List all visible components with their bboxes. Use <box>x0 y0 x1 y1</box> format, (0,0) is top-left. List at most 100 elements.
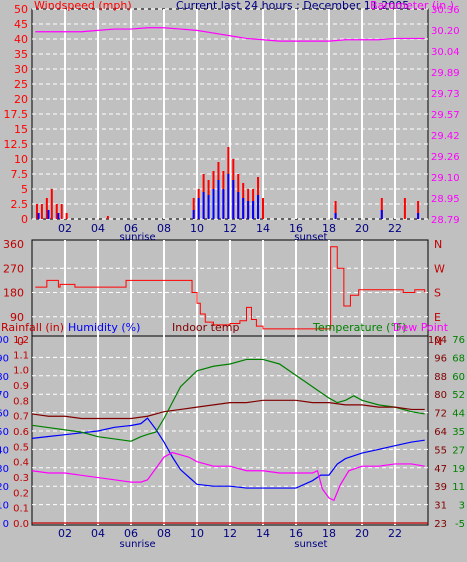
temperature-tick-label: 19 <box>452 464 465 475</box>
rainfall-tick-label: 0.0 <box>13 519 29 530</box>
rainfall-tick-label: 0.1 <box>13 504 29 515</box>
windspeed-tick-label: 17.5 <box>4 108 29 121</box>
hour-tick-label: 14 <box>256 222 270 235</box>
barometer-tick-label: 29.73 <box>431 89 460 100</box>
temperature-tick-label: 27 <box>452 445 465 456</box>
barometer-tick-label: 29.42 <box>431 131 460 142</box>
windspeed-tick-label: 7.5 <box>11 168 29 181</box>
indoor-temp-tick-label: 31 <box>434 501 447 512</box>
barometer-tick-label: 30.36 <box>431 5 460 16</box>
humidity-tick-label: 70 <box>0 390 9 401</box>
temperature-tick-label: 76 <box>452 335 465 346</box>
hour-tick-label: 12 <box>223 527 237 540</box>
windspeed-tick-label: 10 <box>14 153 28 166</box>
windspeed-tick-label: 30 <box>14 63 28 76</box>
dewpoint-axis-title: Dew Point <box>393 321 449 334</box>
wind-direction-line <box>35 246 426 330</box>
windspeed-tick-label: 5 <box>21 183 28 196</box>
windspeed-tick-label: 15 <box>14 123 28 136</box>
barometer-tick-label: 30.04 <box>431 47 460 58</box>
windspeed-tick-label: 50 <box>14 3 28 16</box>
indoor-temp-tick-label: 39 <box>434 482 447 493</box>
hour-tick-label: 20 <box>355 527 369 540</box>
humidity-tick-label: 100 <box>0 335 9 346</box>
series-line-temperature <box>31 451 425 502</box>
windspeed-tick-label: 35 <box>14 48 28 61</box>
hour-tick-label: 16 <box>289 222 303 235</box>
humidity-tick-label: 90 <box>0 353 9 364</box>
series-line-indoor <box>31 399 425 420</box>
hour-tick-label: 12 <box>223 222 237 235</box>
hour-tick-label: 10 <box>190 222 204 235</box>
indoor-temp-tick-label: 64 <box>434 427 447 438</box>
hour-tick-label: 08 <box>157 527 171 540</box>
sunset-label: sunset <box>294 539 327 550</box>
temperature-tick-label: 60 <box>452 372 465 383</box>
compass-tick-label: N <box>434 335 442 348</box>
hour-tick-label: 18 <box>322 222 336 235</box>
indoor-temp-axis-title: Indoor temp <box>172 321 239 334</box>
humidity-tick-label: 20 <box>0 482 9 493</box>
barometer-axis-title: Barometer (in.) <box>370 0 454 12</box>
hour-tick-label: 14 <box>256 527 270 540</box>
barometer-tick-label: 29.89 <box>431 68 460 79</box>
windspeed-tick-label: 45 <box>14 18 28 31</box>
direction-tick-label: 180 <box>3 287 24 300</box>
rainfall-tick-label: 1.2 <box>13 335 29 346</box>
barometer-tick-label: 29.10 <box>431 173 460 184</box>
hour-tick-label: 06 <box>124 222 138 235</box>
indoor-temp-tick-label: 47 <box>434 464 447 475</box>
direction-tick-label: 90 <box>10 311 24 324</box>
chart-title: Current last 24 hours : December 11 2005 <box>176 0 409 12</box>
rainfall-tick-label: 0.9 <box>13 381 29 392</box>
humidity-tick-label: 10 <box>0 501 9 512</box>
temperature-tick-label: 3 <box>459 501 465 512</box>
indoor-temp-tick-label: 72 <box>434 409 447 420</box>
windspeed-tick-label: 20 <box>14 93 28 106</box>
hour-tick-label: 08 <box>157 222 171 235</box>
windspeed-tick-label: 0 <box>21 213 28 226</box>
compass-tick-label: W <box>434 262 445 275</box>
temperature-tick-label: 68 <box>452 353 465 364</box>
barometer-line <box>35 27 425 42</box>
series-line-humidity <box>31 417 425 489</box>
humidity-tick-label: 60 <box>0 409 9 420</box>
hour-tick-label: 20 <box>355 222 369 235</box>
barometer-tick-label: 29.57 <box>431 110 460 121</box>
direction-tick-label: 360 <box>3 238 24 251</box>
windspeed-tick-label: 25 <box>14 78 28 91</box>
humidity-tick-label: 0 <box>3 519 9 530</box>
rainfall-tick-label: 1.0 <box>13 366 29 377</box>
humidity-tick-label: 50 <box>0 427 9 438</box>
barometer-tick-label: 30.20 <box>431 26 460 37</box>
temperature-tick-label: 11 <box>452 482 465 493</box>
barometer-tick-label: 28.95 <box>431 194 460 205</box>
rainfall-tick-label: 1.1 <box>13 350 29 361</box>
barometer-tick-label: 28.79 <box>431 215 460 226</box>
rainfall-tick-label: 0.3 <box>13 473 29 484</box>
temperature-tick-label: 52 <box>452 390 465 401</box>
direction-tick-label: 0 <box>17 335 24 348</box>
compass-tick-label: S <box>434 287 441 300</box>
humidity-tick-label: 30 <box>0 464 9 475</box>
rainfall-tick-label: 0.7 <box>13 412 29 423</box>
rainfall-axis-title: Rainfall (in) <box>1 321 64 334</box>
series-line-temperature <box>31 358 425 442</box>
axis-labels: 02.557.51012.51517.52025303540455028.792… <box>0 3 465 550</box>
indoor-temp-tick-label: 104 <box>428 335 447 346</box>
hour-tick-label: 22 <box>388 222 402 235</box>
windspeed-tick-label: 12.5 <box>4 138 29 151</box>
hour-tick-label: 22 <box>388 527 402 540</box>
barometer-tick-label: 29.26 <box>431 152 460 163</box>
indoor-temp-tick-label: 55 <box>434 445 447 456</box>
rainfall-tick-label: 0.5 <box>13 442 29 453</box>
rainfall-tick-label: 0.8 <box>13 396 29 407</box>
windspeed-tick-label: 40 <box>14 33 28 46</box>
compass-tick-label: N <box>434 238 442 251</box>
sunrise-label: sunrise <box>120 539 156 550</box>
hour-tick-label: 04 <box>91 527 105 540</box>
humidity-tick-label: 80 <box>0 372 9 383</box>
indoor-temp-tick-label: 96 <box>434 353 447 364</box>
